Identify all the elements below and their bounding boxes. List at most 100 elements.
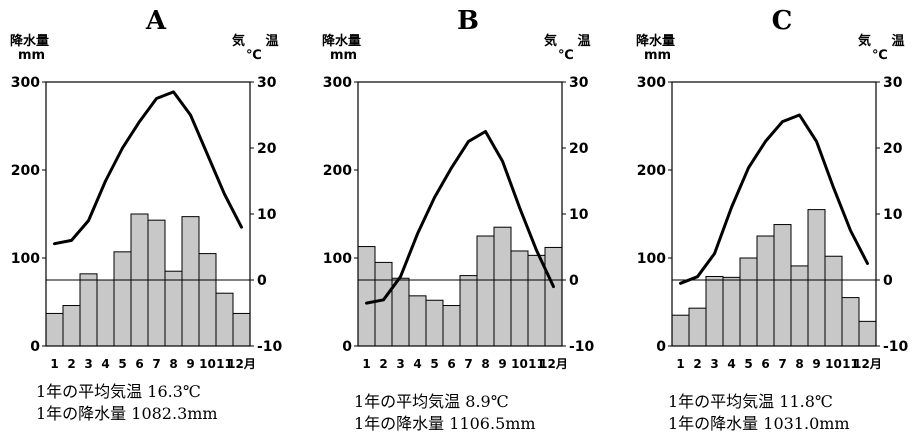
month-label: 4 — [413, 357, 421, 371]
month-label: 10 — [199, 357, 216, 371]
month-label: 7 — [464, 357, 472, 371]
right-tick-label: 20 — [883, 141, 903, 157]
precip-bar — [198, 253, 217, 347]
precip-bar — [688, 307, 707, 347]
month-label: 1 — [362, 357, 370, 371]
left-tick-label: 100 — [637, 251, 666, 267]
month-label: 9 — [812, 357, 820, 371]
left-tick-label: 200 — [323, 163, 352, 179]
precip-bar — [45, 312, 64, 347]
temp-unit: ℃ — [558, 48, 574, 63]
chart-panel-b: B 降水量 mm 気 温 ℃ 300 200 100 0 30 20 10 0 -10 1 2 3 4 5… — [318, 0, 618, 439]
month-label: 3 — [710, 357, 718, 371]
precip-bar — [408, 295, 427, 347]
precip-bar — [858, 320, 877, 347]
precip-bar — [374, 261, 393, 347]
month-label: 1 — [50, 357, 58, 371]
month-label: 5 — [430, 357, 438, 371]
left-tick-label: 100 — [323, 251, 352, 267]
month-label: 5 — [744, 357, 752, 371]
precip-bar — [113, 251, 132, 347]
summary-precip: 1年の降水量 1082.3mm — [36, 404, 218, 423]
month-label: 12月 — [539, 357, 568, 371]
month-label: 10 — [825, 357, 842, 371]
summary-temp: 1年の平均気温 16.3℃ — [36, 382, 201, 401]
left-tick-label: 300 — [11, 75, 40, 91]
precip-unit: mm — [18, 48, 46, 63]
month-label: 6 — [761, 357, 769, 371]
month-label: 4 — [101, 357, 109, 371]
left-tick-label: 300 — [323, 75, 352, 91]
month-label: 4 — [727, 357, 735, 371]
right-tick-label: 30 — [883, 75, 903, 91]
precip-bar — [62, 305, 81, 347]
month-label: 12月 — [227, 357, 256, 371]
temperature-line — [53, 90, 243, 246]
precip-bar — [96, 279, 115, 347]
summary-precip: 1年の降水量 1031.0mm — [668, 414, 850, 433]
summary-temp: 1年の平均気温 11.8℃ — [668, 392, 833, 411]
left-tick-label: 100 — [11, 251, 40, 267]
month-label: 9 — [498, 357, 506, 371]
precip-bar — [459, 275, 478, 347]
chart-title: A — [145, 6, 167, 36]
chart-title: B — [457, 6, 479, 36]
precip-bar — [807, 209, 826, 347]
left-tick-label: 200 — [11, 163, 40, 179]
right-tick-label: 0 — [257, 273, 267, 289]
month-label: 8 — [169, 357, 177, 371]
chart-panel-a: A 降水量 mm 気 温 ℃ 300 200 100 0 30 20 10 0 -10 1 2 3 4 5… — [6, 0, 306, 439]
precip-unit: mm — [330, 48, 358, 63]
precip-bar — [147, 219, 166, 347]
temp-unit: ℃ — [872, 48, 888, 63]
left-tick-label: 300 — [637, 75, 666, 91]
month-label: 11 — [528, 357, 545, 371]
chart-panel-c: C 降水量 mm 気 温 ℃ 300 200 100 0 30 20 10 0 -10 1 2 3 4 5… — [632, 0, 912, 439]
right-tick-label: 10 — [569, 207, 589, 223]
month-label: 6 — [447, 357, 455, 371]
month-label: 2 — [379, 357, 387, 371]
month-label: 2 — [693, 357, 701, 371]
temp-axis-label: 気 温 — [544, 34, 599, 49]
precip-bar — [739, 257, 758, 347]
precip-bar — [756, 235, 775, 347]
precip-axis-label: 降水量 — [636, 34, 676, 49]
precip-bar — [425, 299, 444, 347]
precip-bar — [544, 246, 563, 347]
right-tick-label: 0 — [883, 273, 893, 289]
precip-bar — [476, 235, 495, 347]
precip-bar — [164, 270, 183, 347]
left-tick-label: 200 — [637, 163, 666, 179]
month-label: 11 — [216, 357, 233, 371]
precip-bar — [510, 250, 529, 347]
month-label: 7 — [778, 357, 786, 371]
precip-unit: mm — [644, 48, 672, 63]
month-label: 7 — [152, 357, 160, 371]
temp-axis-label: 気 温 — [232, 34, 287, 49]
month-label: 6 — [135, 357, 143, 371]
month-label: 10 — [511, 357, 528, 371]
precip-bar — [722, 276, 741, 347]
chart-title: C — [771, 6, 793, 36]
summary-precip: 1年の降水量 1106.5mm — [354, 414, 536, 433]
month-label: 3 — [396, 357, 404, 371]
summary-temp: 1年の平均気温 8.9℃ — [354, 392, 509, 411]
right-tick-label: -10 — [569, 339, 595, 355]
precip-bar — [357, 246, 376, 347]
right-tick-label: -10 — [257, 339, 283, 355]
precip-bar — [493, 226, 512, 347]
precip-bar — [671, 314, 690, 347]
right-tick-label: -10 — [883, 339, 909, 355]
right-tick-label: 30 — [569, 75, 589, 91]
temperature-line — [365, 130, 555, 305]
precip-bar — [790, 265, 809, 347]
month-label: 9 — [186, 357, 194, 371]
precip-bar — [79, 273, 98, 347]
left-tick-label: 0 — [656, 339, 666, 355]
month-label: 2 — [67, 357, 75, 371]
temp-unit: ℃ — [246, 48, 262, 63]
month-label: 11 — [842, 357, 859, 371]
